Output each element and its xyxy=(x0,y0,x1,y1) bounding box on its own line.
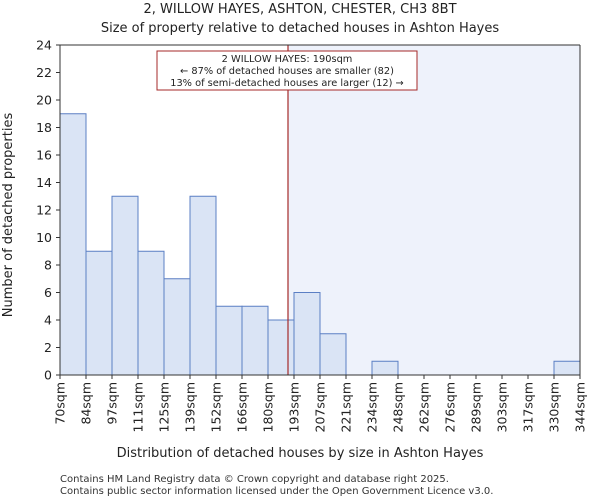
footer-licence: Contains public sector information licen… xyxy=(60,486,493,497)
annotation-box xyxy=(156,50,418,91)
x-tick-label: 84sqm xyxy=(79,382,94,425)
bar-139sqm xyxy=(189,195,217,376)
bar-166sqm xyxy=(241,305,269,376)
x-tick-label: 207sqm xyxy=(313,382,328,432)
bar-234sqm xyxy=(371,360,399,376)
y-tick-label: 18 xyxy=(36,120,52,135)
y-tick-label: 0 xyxy=(44,368,52,383)
x-tick-label: 221sqm xyxy=(339,382,354,432)
annotation-line: 2 WILLOW HAYES: 190sqm xyxy=(222,54,353,65)
chart-title: 2, WILLOW HAYES, ASHTON, CHESTER, CH3 8B… xyxy=(143,2,456,17)
x-tick-label: 97sqm xyxy=(105,382,120,425)
y-tick-label: 10 xyxy=(36,230,52,245)
x-tick-label: 166sqm xyxy=(235,382,250,432)
y-tick-label: 20 xyxy=(36,93,52,108)
bar-97sqm xyxy=(111,195,139,376)
x-tick-label: 303sqm xyxy=(495,382,510,432)
y-tick-label: 8 xyxy=(44,258,52,273)
x-tick-label: 234sqm xyxy=(365,382,380,432)
bar-193sqm xyxy=(293,292,321,376)
y-tick-label: 12 xyxy=(36,203,52,218)
x-axis-label: Distribution of detached houses by size … xyxy=(117,446,484,461)
y-tick-label: 24 xyxy=(36,38,52,53)
x-tick-label: 70sqm xyxy=(53,382,68,425)
bar-180sqm xyxy=(267,319,295,376)
x-tick-label: 262sqm xyxy=(417,382,432,432)
y-tick-label: 14 xyxy=(36,175,52,190)
x-tick-label: 180sqm xyxy=(261,382,276,432)
x-tick-label: 344sqm xyxy=(573,382,588,432)
y-tick-label: 22 xyxy=(36,65,52,80)
x-tick-label: 276sqm xyxy=(443,382,458,432)
chart-subtitle: Size of property relative to detached ho… xyxy=(101,21,500,36)
x-tick-label: 139sqm xyxy=(183,382,198,432)
y-tick-label: 2 xyxy=(44,340,52,355)
bar-70sqm xyxy=(59,113,87,376)
x-tick-label: 330sqm xyxy=(547,382,562,432)
y-tick-label: 4 xyxy=(44,313,52,328)
bar-125sqm xyxy=(163,278,191,376)
bar-207sqm xyxy=(319,333,347,376)
bar-330sqm xyxy=(553,360,581,376)
x-tick-label: 317sqm xyxy=(521,382,536,432)
x-tick-label: 152sqm xyxy=(209,382,224,432)
footer-copyright: Contains HM Land Registry data © Crown c… xyxy=(60,474,449,485)
larger-region-shade xyxy=(288,45,580,375)
x-tick-label: 111sqm xyxy=(131,382,146,432)
y-tick-label: 16 xyxy=(36,148,52,163)
bar-111sqm xyxy=(137,250,165,376)
x-tick-label: 193sqm xyxy=(287,382,302,432)
y-tick-label: 6 xyxy=(44,285,52,300)
bar-84sqm xyxy=(85,250,113,376)
x-tick-label: 125sqm xyxy=(157,382,172,432)
x-tick-label: 289sqm xyxy=(469,382,484,432)
annotation-line: 13% of semi-detached houses are larger (… xyxy=(170,78,404,89)
y-axis-label: Number of detached properties xyxy=(1,113,16,318)
bar-152sqm xyxy=(215,305,243,376)
annotation-line: ← 87% of detached houses are smaller (82… xyxy=(180,66,394,77)
x-tick-label: 248sqm xyxy=(391,382,406,432)
